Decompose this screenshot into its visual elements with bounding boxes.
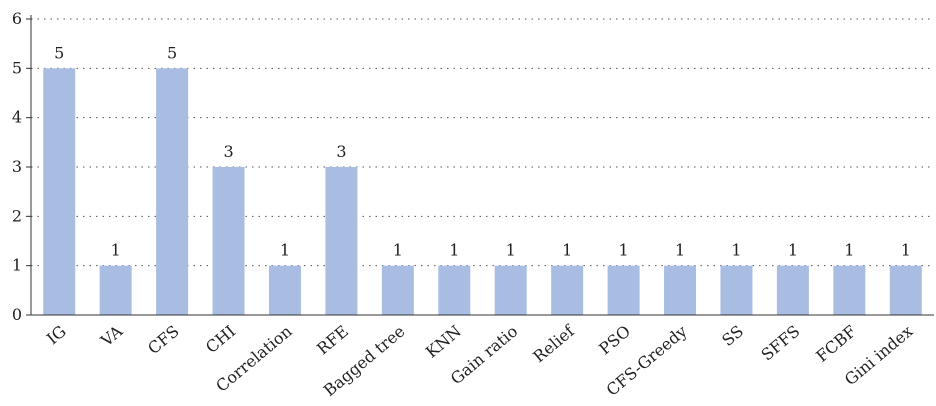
- bar-chi: [212, 167, 245, 315]
- x-category-label: SS: [718, 322, 747, 350]
- x-category-label: PSO: [595, 322, 634, 359]
- bar-correlation: [268, 265, 301, 315]
- y-tick-label: 6: [12, 9, 22, 28]
- bar-gini-index: [889, 265, 922, 315]
- x-category-label: SFFS: [757, 322, 803, 365]
- bar-relief: [551, 265, 584, 315]
- data-label: 1: [844, 241, 854, 260]
- data-label: 1: [675, 241, 685, 260]
- bar-ss: [720, 265, 753, 315]
- data-label: 1: [393, 241, 403, 260]
- bar-cfs-greedy: [664, 265, 697, 315]
- data-label: 1: [449, 241, 459, 260]
- data-label: 1: [788, 241, 798, 260]
- bar-rfe: [325, 167, 358, 315]
- y-tick-labels: 0 1 2 3 4 5 6: [12, 9, 22, 324]
- data-label: 3: [223, 142, 233, 161]
- x-category-label: RFE: [313, 322, 352, 359]
- x-category-label: FCBF: [812, 322, 860, 366]
- data-label: 5: [167, 43, 177, 62]
- data-label: 3: [336, 142, 346, 161]
- bar-bagged-tree: [381, 265, 414, 315]
- y-tick-label: 5: [12, 58, 22, 77]
- y-tick-label: 1: [12, 256, 22, 275]
- bar-knn: [438, 265, 471, 315]
- axes: [26, 15, 934, 316]
- bar-fcbf: [833, 265, 866, 315]
- data-label: 1: [731, 241, 741, 260]
- bar-va: [99, 265, 132, 315]
- data-label: 1: [111, 241, 121, 260]
- data-label: 1: [280, 241, 290, 260]
- data-label: 1: [562, 241, 572, 260]
- data-label: 1: [901, 241, 911, 260]
- x-category-label: IG: [43, 322, 70, 349]
- x-category-label: CFS: [144, 322, 182, 359]
- data-labels: 5 1 5 3 1 3 1 1 1 1 1 1 1 1 1 1: [54, 43, 911, 259]
- x-category-label: Relief: [529, 321, 578, 367]
- bar-ig: [43, 68, 76, 315]
- data-label: 1: [506, 241, 516, 260]
- y-tick-label: 0: [12, 305, 22, 324]
- bar-sffs: [776, 265, 809, 315]
- y-tick-label: 2: [12, 206, 22, 225]
- x-category-label: KNN: [422, 322, 465, 362]
- y-tick-label: 3: [12, 157, 22, 176]
- data-label: 5: [54, 43, 64, 62]
- data-label: 1: [619, 241, 629, 260]
- x-category-label: CHI: [202, 322, 239, 357]
- bars: [43, 68, 922, 315]
- bar-gain-ratio: [494, 265, 527, 315]
- bar-pso: [607, 265, 640, 315]
- bar-cfs: [156, 68, 189, 315]
- x-category-label: VA: [96, 321, 126, 351]
- y-tick-label: 4: [12, 108, 22, 127]
